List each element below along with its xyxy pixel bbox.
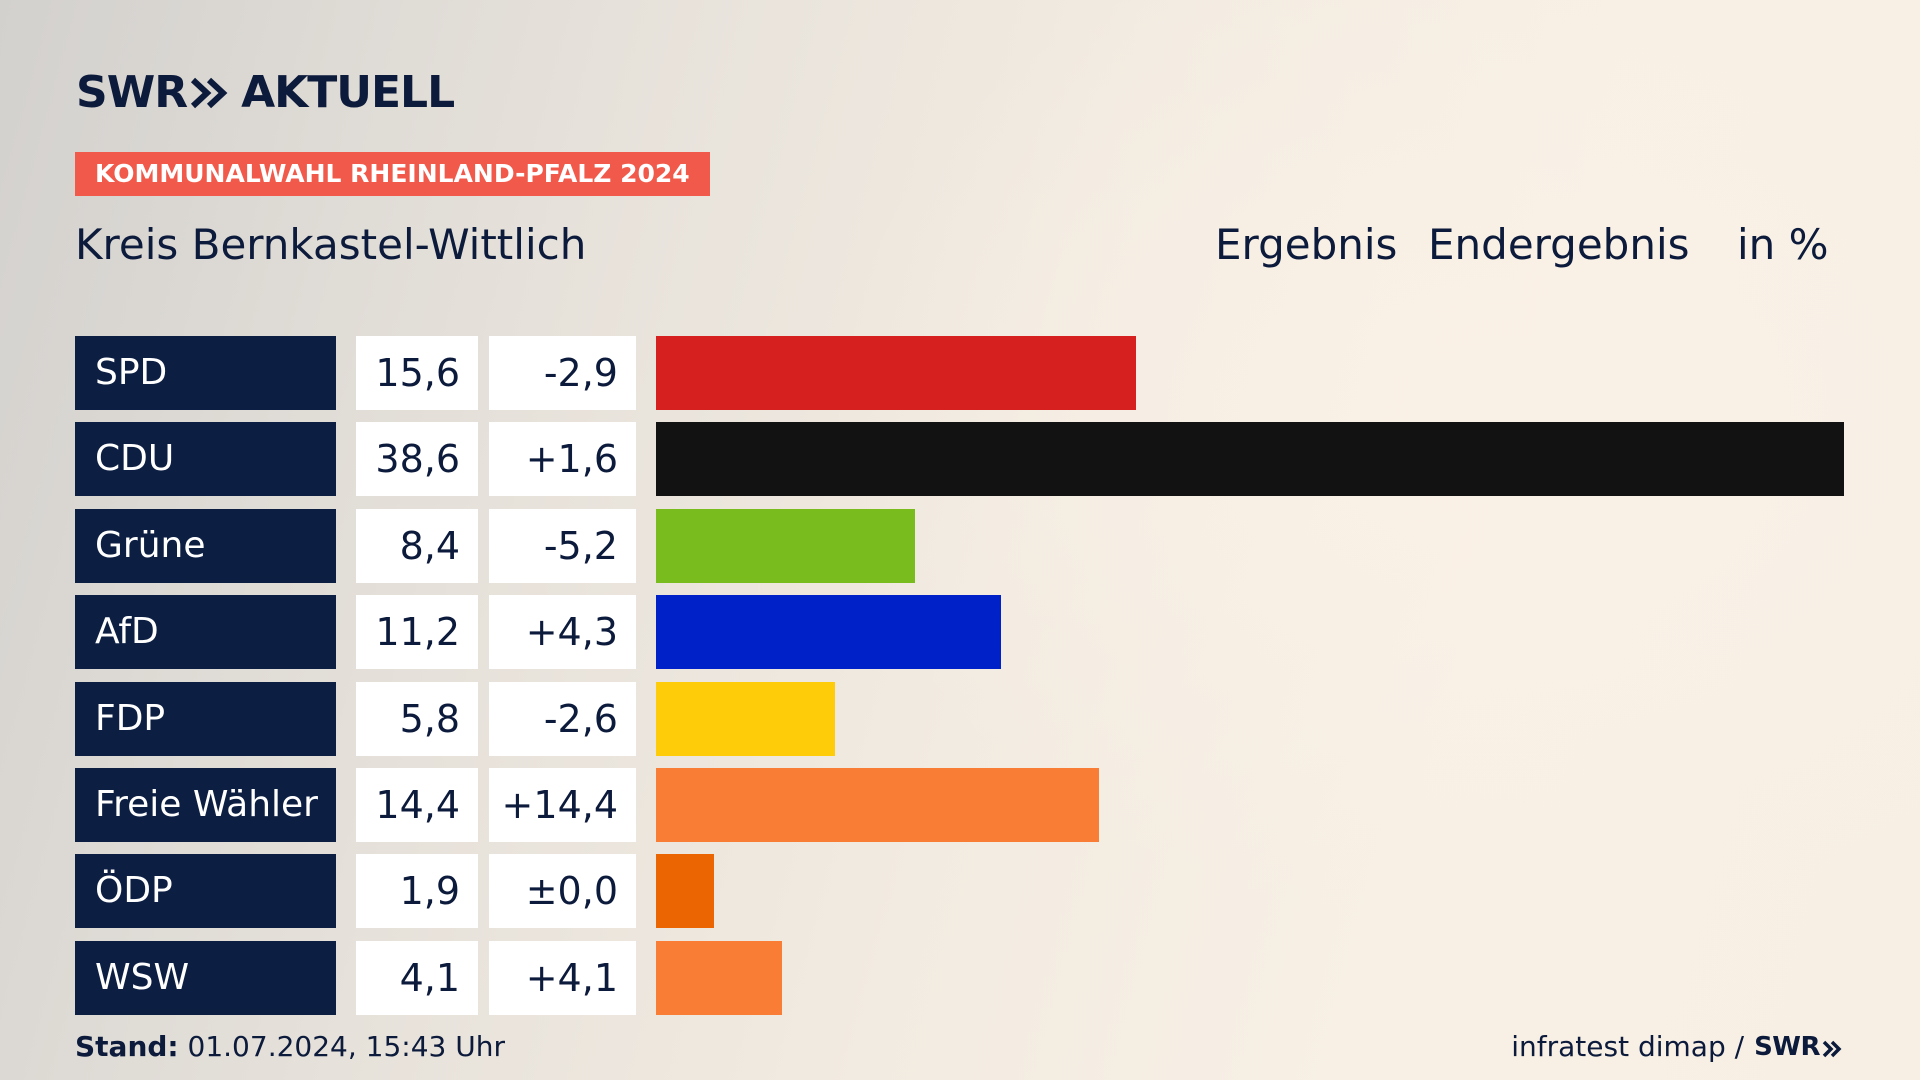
result-bar — [656, 508, 915, 583]
source-brand: SWR — [1754, 1031, 1820, 1062]
result-bar — [656, 854, 714, 929]
timestamp-value: 01.07.2024, 15:43 Uhr — [187, 1030, 505, 1063]
timestamp: Stand: 01.07.2024, 15:43 Uhr — [75, 1030, 505, 1063]
result-bar — [656, 681, 835, 756]
result-bar — [656, 940, 782, 1015]
result-bar — [656, 768, 1099, 842]
vote-change-label: -5,2 — [489, 508, 636, 583]
result-bar — [656, 336, 1136, 410]
vote-change-label: +14,4 — [489, 768, 636, 842]
timestamp-label: Stand: — [75, 1030, 179, 1063]
result-row: Grüne 8,4 -5,2 — [75, 508, 1845, 583]
vote-change-label: -2,6 — [489, 681, 636, 756]
vote-change-label: ±0,0 — [489, 854, 636, 929]
header-status: Endergebnis — [1428, 220, 1690, 269]
logo-aktuell-text: AKTUELL — [241, 67, 455, 118]
result-row: ÖDP 1,9 ±0,0 — [75, 854, 1845, 929]
header-result: Ergebnis — [1215, 220, 1398, 269]
swr-aktuell-logo: SWR AKTUELL — [76, 67, 455, 118]
vote-change-label: +1,6 — [489, 422, 636, 497]
party-label: SPD — [75, 336, 336, 410]
vote-share-label: 8,4 — [356, 508, 478, 583]
source-credit: infratest dimap / SWR — [1511, 1030, 1844, 1063]
party-label: Grüne — [75, 508, 336, 583]
result-row: CDU 38,6 +1,6 — [75, 422, 1845, 497]
double-chevron-right-icon — [189, 70, 233, 116]
vote-share-label: 5,8 — [356, 681, 478, 756]
result-bar — [656, 595, 1001, 670]
result-row: Freie Wähler 14,4 +14,4 — [75, 768, 1845, 842]
result-row: SPD 15,6 -2,9 — [75, 336, 1845, 410]
party-label: CDU — [75, 422, 336, 497]
party-label: FDP — [75, 681, 336, 756]
party-label: AfD — [75, 595, 336, 670]
party-label: WSW — [75, 940, 336, 1015]
double-chevron-right-icon — [1822, 1035, 1844, 1059]
source-text: infratest dimap / — [1511, 1030, 1745, 1063]
vote-share-label: 11,2 — [356, 595, 478, 670]
vote-share-label: 15,6 — [356, 336, 478, 410]
party-label: Freie Wähler — [75, 768, 336, 842]
result-row: AfD 11,2 +4,3 — [75, 595, 1845, 670]
vote-change-label: -2,9 — [489, 336, 636, 410]
region-title: Kreis Bernkastel-Wittlich — [75, 220, 587, 269]
vote-share-label: 14,4 — [356, 768, 478, 842]
result-bar — [656, 422, 1844, 497]
party-label: ÖDP — [75, 854, 336, 929]
header-unit: in % — [1737, 220, 1829, 269]
election-banner: KOMMUNALWAHL RHEINLAND-PFALZ 2024 — [75, 152, 710, 196]
logo-swr-text: SWR — [76, 67, 188, 118]
vote-share-label: 4,1 — [356, 940, 478, 1015]
vote-change-label: +4,3 — [489, 595, 636, 670]
vote-share-label: 1,9 — [356, 854, 478, 929]
vote-share-label: 38,6 — [356, 422, 478, 497]
vote-change-label: +4,1 — [489, 940, 636, 1015]
result-row: FDP 5,8 -2,6 — [75, 681, 1845, 756]
result-row: WSW 4,1 +4,1 — [75, 940, 1845, 1015]
